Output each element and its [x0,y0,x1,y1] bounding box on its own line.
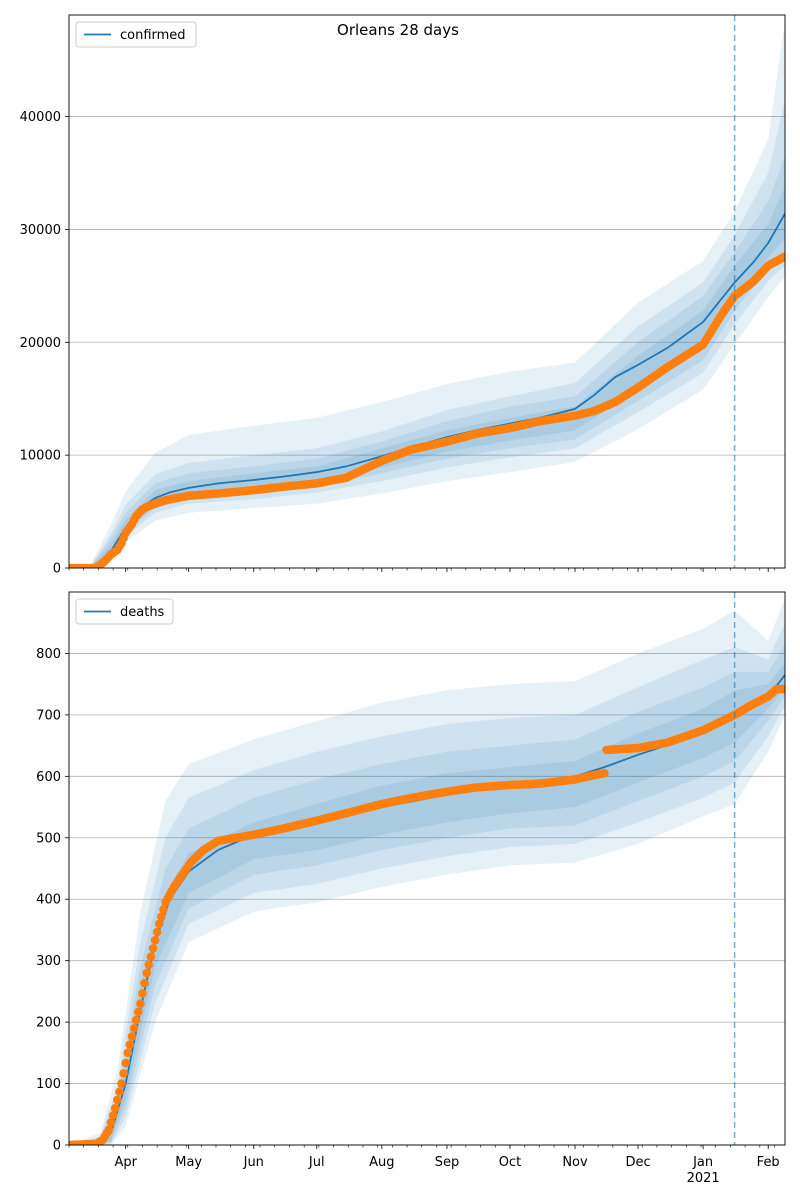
x-tick-label: Oct [499,1155,521,1170]
panel-confirmed: 0 10000 20000 30000 40000 confirmed [20,14,786,577]
observed-point [121,1058,130,1068]
y-tick-label: 300 [36,954,61,969]
y-tick-label: 40000 [20,110,61,125]
legend-label: deaths [120,605,165,620]
observed-point [136,999,145,1008]
x-year-label: 2021 [687,1171,720,1186]
confidence-band [69,186,785,568]
x-tick-label: Feb [757,1155,780,1170]
observed-point [125,1040,135,1049]
x-tick-label: Nov [562,1155,588,1170]
y-tick-label: 10000 [20,449,61,464]
observed-point [104,1125,114,1134]
observed-point [119,1069,128,1078]
observed-point [127,1032,137,1041]
observed-point [146,952,156,961]
observed-point [108,1111,118,1120]
observed-points [69,684,785,1145]
figure-title: Orleans 28 days [337,21,459,39]
x-tick-label: Apr [114,1155,137,1170]
observed-point [140,978,149,988]
x-tick-label: Dec [625,1155,650,1170]
legend-label: confirmed [120,28,186,43]
y-tick-label: 200 [36,1016,61,1031]
observed-point [144,960,154,970]
observed-point [154,919,164,929]
x-tick-label: Jan [692,1155,713,1170]
confidence-band [69,598,785,1145]
y-tick-label: 0 [53,1139,61,1154]
observed-point [150,935,160,945]
observed-point [133,1007,143,1017]
observed-points [69,252,785,568]
confidence-band [69,20,785,568]
y-tick-label: 100 [36,1077,61,1092]
observed-point [159,905,168,914]
plot-area [69,20,785,568]
axes-frame [68,591,786,1146]
y-tick-label: 20000 [20,336,61,351]
confidence-band [69,99,785,568]
observed-point [131,1015,141,1025]
observed-point [142,968,151,978]
y-tick-label: 500 [36,831,61,846]
observed-point [110,1103,120,1113]
observed-point [117,1079,126,1088]
x-tick-label: Jun [243,1155,264,1170]
observed-point [129,1023,139,1033]
y-tick-label: 30000 [20,223,61,238]
y-tick-label: 0 [53,562,61,577]
x-tick-label: Jul [308,1155,325,1170]
observed-point [157,912,166,921]
y-tick-label: 400 [36,893,61,908]
x-tick-label: Aug [369,1155,394,1170]
observed-point [148,944,158,953]
y-tick-label: 700 [36,708,61,723]
x-tick-label: May [175,1155,202,1170]
legend-box [75,21,197,48]
observed-point [152,927,162,937]
confidence-band [69,662,785,1145]
y-tick-label: 800 [36,647,61,662]
observed-point [138,989,147,998]
axes-frame [68,14,786,569]
observed-point [780,252,785,261]
observed-point [106,1118,116,1127]
panel-deaths: 0 100 200 300 400 500 600 700 800 Apr May Jun Jul Aug… [36,591,786,1186]
observed-point [115,1087,124,1097]
observed-point [123,1048,133,1058]
x-tick-label: Sep [435,1155,460,1170]
observed-point [780,684,785,694]
plot-area [69,598,785,1145]
observed-point [112,1095,122,1105]
observed-point [600,768,609,778]
y-tick-label: 600 [36,770,61,785]
legend-box [75,598,174,625]
